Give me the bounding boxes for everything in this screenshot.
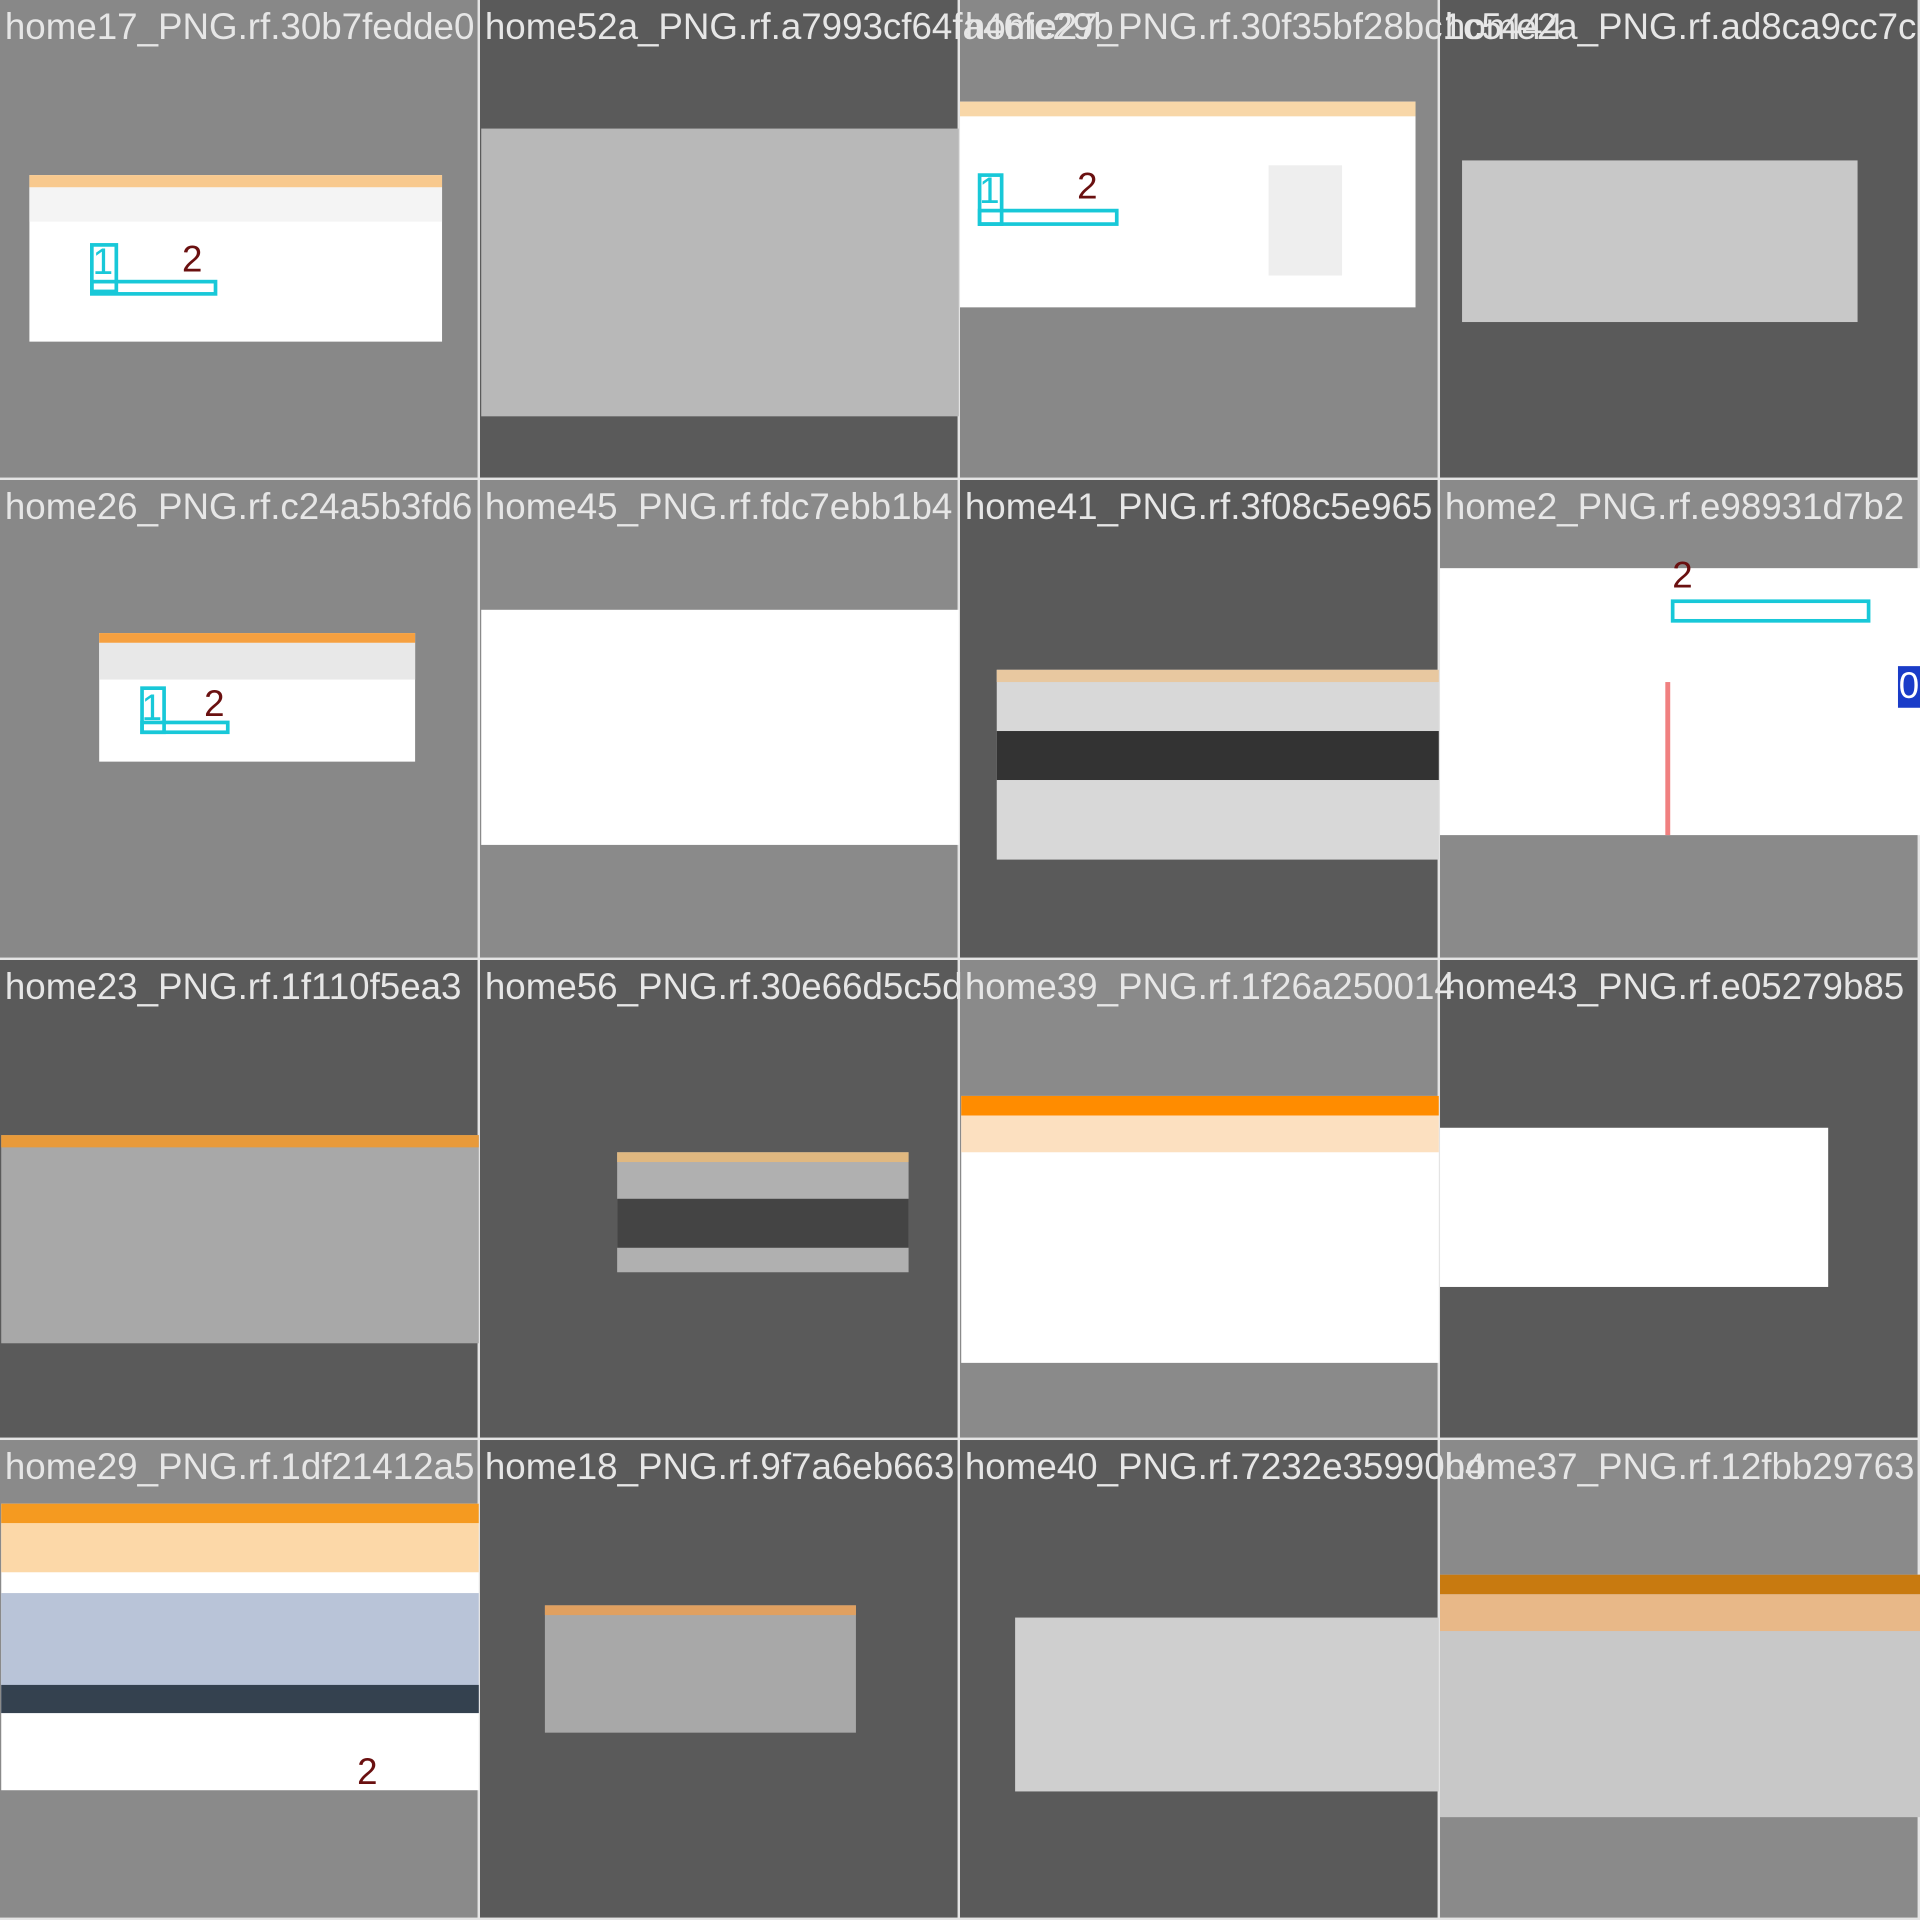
box-label: 1 (142, 687, 162, 728)
screenshot-region (960, 101, 1416, 308)
box-label: 1 (93, 241, 113, 282)
screenshot-region (1, 1135, 479, 1344)
screenshot-region (1, 1135, 479, 1148)
screenshot-region (1462, 160, 1858, 323)
tile (480, 1440, 958, 1918)
screenshot-region (481, 609, 959, 845)
screenshot-region (1440, 568, 1920, 836)
tile-title: home18_PNG.rf.9f7a6eb663 (485, 1446, 955, 1487)
screenshot-region (1, 1503, 479, 1524)
tile-title: home37_PNG.rf.12fbb29763 (1445, 1446, 1915, 1487)
screenshot-region (617, 1198, 909, 1248)
screenshot-region (544, 1605, 856, 1733)
screenshot-region (544, 1605, 856, 1616)
tile (960, 1440, 1439, 1918)
box-label: 2 (182, 239, 202, 280)
tile-title: home41_PNG.rf.3f08c5e965 (965, 486, 1432, 527)
tile-title: home43_PNG.rf.e05279b85 (1445, 966, 1904, 1007)
screenshot-region (1268, 165, 1343, 276)
box-label: 2 (1672, 555, 1692, 596)
tile (480, 960, 958, 1438)
screenshot-region (99, 642, 416, 680)
screenshot-region (961, 1115, 1439, 1153)
screenshot-region (1, 1684, 479, 1714)
screenshot-region (1015, 1617, 1439, 1792)
tile-title: home40_PNG.rf.7232e35990b4 (965, 1446, 1486, 1487)
screenshot-region (996, 669, 1439, 683)
screenshot-region (1, 1523, 479, 1573)
tile-title: home56_PNG.rf.30e66d5c5d (485, 966, 963, 1007)
tile-title: home2a_PNG.rf.ad8ca9cc7c5d4b (1445, 6, 1920, 47)
box-label: 2 (357, 1751, 377, 1792)
box-label: 2 (1077, 165, 1097, 206)
screenshot-region (1440, 1594, 1920, 1632)
tile (1440, 1440, 1920, 1918)
tile-title: home29_PNG.rf.1df21412a5 (5, 1446, 475, 1487)
tile (480, 480, 959, 958)
tile (960, 480, 1439, 958)
bounding-box (90, 279, 218, 296)
screenshot-region (1897, 666, 1920, 708)
bounding-box (90, 243, 119, 294)
tile-title: home2_PNG.rf.e98931d7b2 (1445, 486, 1904, 527)
screenshot-region (960, 101, 1416, 117)
box-label: 1 (979, 170, 999, 211)
tile-title: home45_PNG.rf.fdc7ebb1b4 (485, 486, 952, 527)
screenshot-region (996, 731, 1439, 781)
tile-title: home39_PNG.rf.1f26a250014 (965, 966, 1455, 1007)
tile: 20 (1440, 480, 1920, 958)
tile (0, 960, 479, 1438)
bounding-box (1670, 599, 1871, 623)
tile-title: home52a_PNG.rf.a7993cf64fa46fc29b (485, 6, 1114, 47)
tile (960, 960, 1439, 1438)
box-label: 0 (1899, 665, 1919, 706)
tile (480, 0, 959, 478)
screenshot-region (617, 1152, 909, 1163)
tile (1440, 960, 1918, 1438)
box-label: 2 (204, 683, 224, 724)
tile-title: home23_PNG.rf.1f110f5ea3 (5, 966, 462, 1007)
screenshot-region (481, 128, 959, 417)
screenshot-region (1665, 682, 1671, 836)
tile-title: home26_PNG.rf.c24a5b3fd6 (5, 486, 472, 527)
tile-title: home27_PNG.rf.30f35bf28bc1c5444 (965, 6, 1563, 47)
tile (1440, 0, 1918, 478)
screenshot-region (99, 633, 416, 643)
bounding-box (977, 208, 1119, 226)
screenshot-region (1440, 1127, 1829, 1287)
screenshot-region (29, 175, 443, 188)
tile-title: home17_PNG.rf.30b7fedde0 (5, 6, 475, 47)
bounding-box (140, 720, 230, 735)
screenshot-region (1440, 1574, 1920, 1595)
screenshot-region (29, 187, 443, 222)
screenshot-region (961, 1095, 1439, 1116)
tile: 2 (0, 1440, 479, 1918)
